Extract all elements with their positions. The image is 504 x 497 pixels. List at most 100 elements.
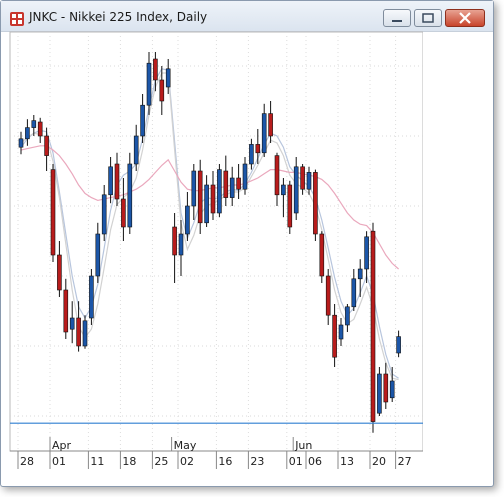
candle <box>69 301 75 344</box>
candle-body <box>25 127 30 140</box>
candle-body <box>236 177 241 190</box>
candle <box>370 222 376 433</box>
candle-body <box>50 169 56 256</box>
restore-button[interactable] <box>414 9 442 27</box>
candle <box>281 178 286 218</box>
close-button[interactable] <box>445 9 485 27</box>
day-label: 13 <box>340 455 354 468</box>
minimize-button[interactable] <box>383 9 411 27</box>
candle-body <box>76 317 81 347</box>
candle-body <box>191 170 197 207</box>
chart-area[interactable]: 14948.715566.8 15000.015500.016000.01650… <box>9 31 480 469</box>
candle <box>121 178 126 241</box>
candle-body <box>121 198 126 228</box>
candle <box>204 175 209 227</box>
month-label: Apr <box>52 439 72 452</box>
candle-body <box>178 233 184 256</box>
candle <box>287 180 293 234</box>
candle <box>319 231 325 283</box>
candle-body <box>389 380 395 399</box>
candle <box>357 259 363 297</box>
candle-body <box>31 120 37 128</box>
candle-body <box>351 278 357 308</box>
candle <box>89 269 94 325</box>
candle-body <box>95 233 101 277</box>
candle <box>293 157 299 220</box>
candle-body <box>197 170 203 224</box>
candle-body <box>159 79 165 102</box>
candle <box>396 330 401 358</box>
candle <box>223 155 229 206</box>
restore-icon <box>422 13 434 23</box>
candle <box>300 164 305 195</box>
month-label: May <box>174 439 197 452</box>
candle <box>31 115 37 136</box>
chart-window: JNKC - Nikkei 225 Index, Daily 14948.715… <box>0 0 494 487</box>
day-label: 01 <box>52 455 66 468</box>
day-label: 02 <box>180 455 194 468</box>
candle <box>261 103 267 157</box>
day-label: 06 <box>308 455 322 468</box>
candle <box>185 192 190 241</box>
candle-body <box>319 233 325 277</box>
candle-body <box>114 163 120 200</box>
candle-body <box>133 135 139 165</box>
candle-body <box>204 184 209 224</box>
day-label: 20 <box>372 455 386 468</box>
candle-body <box>377 373 382 414</box>
candle <box>210 171 216 220</box>
candle <box>76 301 81 352</box>
candle-body <box>37 121 43 137</box>
candle <box>255 129 261 164</box>
candle <box>364 231 369 283</box>
candle-body <box>325 275 331 316</box>
candle-body <box>274 155 280 196</box>
candle <box>44 127 49 171</box>
candle-body <box>229 177 235 198</box>
candle <box>338 318 344 346</box>
candle <box>274 152 280 206</box>
candle-body <box>300 166 305 190</box>
candle-body <box>18 138 24 148</box>
candle-body <box>357 268 363 280</box>
close-icon <box>459 12 471 24</box>
candle <box>57 241 62 297</box>
candlestick-chart[interactable]: 14948.715566.8 15000.015500.016000.01650… <box>9 31 480 469</box>
candle-body <box>383 373 389 403</box>
candle-body <box>249 144 254 165</box>
candle-body <box>153 58 158 81</box>
candle <box>306 166 312 195</box>
candle-body <box>255 144 261 154</box>
candle-body <box>101 194 107 235</box>
candle <box>313 169 318 241</box>
title-bar[interactable]: JNKC - Nikkei 225 Index, Daily <box>1 1 493 32</box>
candle-body <box>313 172 318 235</box>
day-label: 23 <box>250 455 264 468</box>
candle-body <box>345 306 350 326</box>
candle-body <box>338 324 344 340</box>
candle <box>325 269 331 325</box>
candle-body <box>287 184 293 228</box>
candle <box>101 185 107 241</box>
day-label: 25 <box>154 455 168 468</box>
candle <box>127 152 133 234</box>
candle <box>332 304 337 367</box>
day-label: 11 <box>90 455 104 468</box>
candle <box>191 164 197 220</box>
candle-body <box>146 62 152 106</box>
candle <box>242 157 248 195</box>
candle <box>140 94 145 143</box>
candle <box>95 222 101 283</box>
candle <box>268 101 273 143</box>
candle <box>229 166 235 206</box>
candle-body <box>165 68 171 88</box>
day-label: 18 <box>122 455 136 468</box>
window-title: JNKC - Nikkei 225 Index, Daily <box>29 10 208 24</box>
candle-body <box>217 169 222 214</box>
candle <box>172 213 177 283</box>
candle <box>389 367 395 402</box>
candle <box>217 164 222 218</box>
candle <box>25 119 30 146</box>
candle-body <box>364 236 369 270</box>
candle <box>383 362 389 409</box>
